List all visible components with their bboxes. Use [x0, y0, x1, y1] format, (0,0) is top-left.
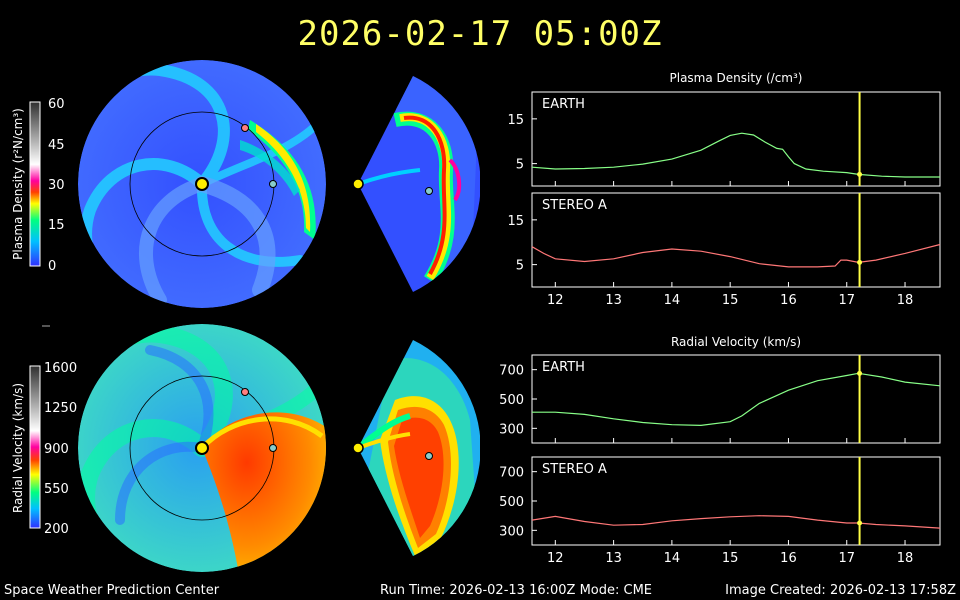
y-tick-label: 700 [499, 364, 524, 379]
footer-organization: Space Weather Prediction Center [4, 583, 220, 598]
panel-label: EARTH [542, 97, 585, 112]
x-tick-label: 16 [780, 551, 797, 566]
panel-frame [531, 192, 941, 288]
earth-trace [531, 132, 940, 178]
density-colorbar-tick: 60 [48, 97, 65, 112]
stereo-a-marker [241, 388, 249, 396]
sun-marker [352, 178, 364, 190]
velocity-colorbar: 1600 1250 900 550 200 Radial Velocity (k… [11, 361, 77, 537]
earth-marker [269, 180, 277, 188]
x-tick-label: 12 [547, 293, 564, 308]
density-colorbar-tick: 45 [48, 138, 65, 153]
x-tick-label: 14 [664, 293, 681, 308]
earth-marker [425, 452, 433, 460]
velocity-colorbar-label: Radial Velocity (km/s) [11, 383, 25, 513]
y-tick-label: 5 [516, 259, 524, 274]
timeseries-panel: 300 500 700 STEREO A [499, 456, 941, 546]
velocity-colorbar-tick: 550 [44, 482, 69, 497]
velocity-timeseries-title: Radial Velocity (km/s) [671, 335, 801, 349]
density-colorbar-gradient [29, 101, 41, 267]
forecast-timestamp: 2026-02-17 05:00Z [297, 14, 663, 54]
x-tick-label: 12 [547, 551, 564, 566]
x-tick-label: 15 [722, 551, 739, 566]
y-tick-label: 500 [499, 393, 524, 408]
timeseries-panel: 5 15 STEREO A [507, 192, 941, 288]
x-tick-label: 16 [780, 293, 797, 308]
current-value-dot [857, 520, 863, 526]
timeseries-panels: 5 15 EARTH 5 15 STEREO A 300 500 700 EARTH 300 500 7… [499, 91, 941, 566]
stereo-a-marker [241, 124, 249, 132]
panel-frame [531, 354, 941, 444]
sun-marker [352, 442, 364, 454]
y-tick-label: 15 [507, 214, 524, 229]
earth-trace [532, 372, 941, 427]
current-value-dot [857, 370, 863, 376]
current-value-dot [857, 171, 863, 177]
velocity-colorbar-tick: 1600 [44, 361, 77, 376]
y-tick-label: 700 [499, 466, 524, 481]
x-tick-label: 13 [605, 551, 622, 566]
x-tick-label: 18 [897, 551, 914, 566]
panel-label: EARTH [542, 360, 585, 375]
density-meridional-plane [358, 76, 480, 292]
velocity-colorbar-gradient [29, 365, 41, 529]
sun-marker [195, 177, 209, 191]
y-tick-label: 15 [507, 113, 524, 128]
footer-image-created: Image Created: 2026-02-13 17:58Z [725, 583, 956, 598]
velocity-meridional-plane [358, 340, 480, 556]
density-colorbar-tick: 0 [48, 259, 56, 274]
footer-run-info: Run Time: 2026-02-13 16:00Z Mode: CME [380, 583, 653, 598]
stereo-a-trace [531, 515, 941, 529]
current-value-dot [857, 259, 863, 265]
density-colorbar-label: Plasma Density (r²N/cm³) [11, 108, 25, 260]
y-tick-label: 300 [499, 422, 524, 437]
earth-marker [269, 444, 277, 452]
y-tick-label: 5 [516, 158, 524, 173]
density-timeseries-title: Plasma Density (/cm³) [670, 71, 803, 85]
velocity-colorbar-tick: 900 [44, 442, 69, 457]
panel-label: STEREO A [542, 198, 607, 213]
x-tick-label: 18 [897, 293, 914, 308]
y-tick-label: 500 [499, 495, 524, 510]
panel-frame [531, 456, 941, 546]
sun-marker [195, 441, 209, 455]
panel-label: STEREO A [542, 462, 607, 477]
velocity-colorbar-tick: 1250 [44, 401, 77, 416]
panel-frame [531, 91, 941, 187]
density-colorbar-tick: 30 [48, 178, 65, 193]
velocity-colorbar-tick: 200 [44, 522, 69, 537]
density-colorbar: 60 45 30 15 0 Plasma Density (r²N/cm³) [11, 97, 65, 274]
timeseries-panel: 5 15 EARTH [507, 91, 941, 187]
x-tick-label: 17 [838, 551, 855, 566]
x-tick-label: 13 [605, 293, 622, 308]
timeseries-panel: 300 500 700 EARTH [499, 354, 941, 444]
x-tick-label: 14 [664, 551, 681, 566]
earth-marker [425, 187, 433, 195]
density-colorbar-tick: 15 [48, 218, 65, 233]
y-tick-label: 300 [499, 524, 524, 539]
x-tick-label: 15 [722, 293, 739, 308]
x-tick-label: 17 [838, 293, 855, 308]
